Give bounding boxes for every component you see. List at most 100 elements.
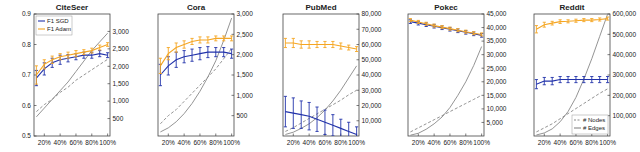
- error-bar: [448, 27, 451, 30]
- error-bar: [183, 51, 186, 63]
- panel-title: Pokec: [434, 3, 458, 12]
- y2-tick: [232, 14, 235, 15]
- panel: Pokec20%40%60%80%100%5,00010,00015,00020…: [408, 3, 507, 146]
- y2-tick: [608, 75, 611, 76]
- plot-area: [35, 33, 109, 117]
- error-bar: [230, 36, 233, 41]
- error-bar: [551, 21, 554, 25]
- y2-tick: [357, 44, 360, 45]
- error-bar: [551, 77, 554, 84]
- error-bar: [535, 80, 538, 89]
- y2-tick: [608, 95, 611, 96]
- series-line: [160, 38, 231, 65]
- legend-swatch: [574, 119, 581, 120]
- x-tick: [481, 134, 482, 137]
- error-bar: [574, 19, 577, 22]
- plot-area: [535, 14, 609, 135]
- error-bar: [323, 41, 326, 47]
- x-tick-label: 40%: [428, 139, 441, 146]
- series-line: [536, 80, 607, 85]
- error-bar: [98, 51, 101, 57]
- legend-swatch: [38, 28, 45, 29]
- y2-tick: [357, 59, 360, 60]
- y2-tick-label: 10,000: [487, 105, 507, 112]
- error-bar: [480, 33, 483, 36]
- error-bar: [43, 60, 46, 69]
- y2-tick-label: 80,000: [362, 10, 382, 17]
- series-line: [285, 112, 356, 135]
- x-tick-label: 20%: [538, 139, 551, 146]
- y2-tick-label: 2,500: [237, 31, 254, 38]
- error-bar: [582, 77, 585, 83]
- error-bar: [66, 52, 69, 58]
- y2-tick-label: 100,000: [613, 112, 637, 119]
- error-bar: [214, 36, 217, 41]
- error-bar: [74, 51, 77, 57]
- x-tick: [449, 134, 450, 137]
- y2-tick-label: 3,000: [113, 28, 130, 35]
- y2-tick-label: 20,000: [487, 78, 507, 85]
- y2-tick-label: 40,000: [362, 71, 382, 78]
- x-tick: [293, 134, 294, 137]
- error-bar: [106, 43, 109, 47]
- legend-swatch: [574, 127, 581, 128]
- y2-tick: [357, 14, 360, 15]
- x-tick: [309, 134, 310, 137]
- y2-tick-label: 70,000: [362, 26, 382, 33]
- error-bar: [206, 37, 209, 43]
- error-bar: [472, 32, 475, 35]
- x-tick: [231, 134, 232, 137]
- x-tick: [560, 134, 561, 137]
- error-bar: [308, 102, 311, 129]
- y2-tick: [108, 66, 111, 67]
- series-line: [36, 45, 107, 76]
- panel-title: Cora: [187, 3, 206, 12]
- y2-tick: [108, 118, 111, 119]
- error-bar: [535, 26, 538, 33]
- legend-box: [572, 115, 608, 134]
- y2-tick: [108, 48, 111, 49]
- error-bar: [167, 48, 170, 60]
- legend-label: F1 Adam: [47, 26, 71, 32]
- x-tick-label: 60%: [569, 139, 582, 146]
- error-bar: [190, 49, 193, 61]
- error-bar: [214, 48, 217, 57]
- plot-frame: [283, 14, 359, 136]
- error-bar: [590, 19, 593, 22]
- x-tick-label: 60%: [443, 139, 456, 146]
- x-tick: [465, 134, 466, 137]
- y2-tick-label: 2,500: [113, 45, 130, 52]
- plot-frame: [534, 14, 610, 136]
- x-tick-label: 80%: [459, 139, 472, 146]
- plot-area: [409, 19, 483, 136]
- x-tick-label: 60%: [69, 139, 82, 146]
- error-bar: [230, 49, 233, 58]
- x-tick: [199, 134, 200, 137]
- error-bar: [347, 45, 350, 50]
- plot-area: [284, 38, 358, 136]
- error-bar: [59, 54, 62, 60]
- y2-tick: [482, 95, 485, 96]
- error-bar: [543, 22, 546, 27]
- y2-tick-label: 600,000: [613, 10, 637, 17]
- error-bar: [51, 56, 54, 63]
- error-bar: [308, 41, 311, 48]
- legend-label: F1 SGD: [47, 18, 69, 24]
- y2-tick-label: 2,000: [113, 63, 130, 70]
- error-bar: [464, 30, 467, 33]
- error-bar: [417, 20, 420, 23]
- y2-tick-label: 300,000: [613, 71, 637, 78]
- y2-tick-label: 400,000: [613, 51, 637, 58]
- panel: Reddit20%40%60%80%100%100,000200,000300,…: [534, 3, 636, 146]
- y2-tick: [357, 75, 360, 76]
- figure: CiteSeer20%40%60%80%100%0.50.60.70.80.95…: [0, 0, 640, 152]
- error-bar: [559, 77, 562, 83]
- error-bar: [433, 24, 436, 27]
- y2-tick: [108, 83, 111, 84]
- series-line: [36, 33, 107, 117]
- y2-tick: [232, 75, 235, 76]
- legend-label: # Edges: [583, 125, 605, 131]
- error-bar: [425, 22, 428, 25]
- error-bar: [574, 77, 577, 83]
- y2-tick-label: 40,000: [487, 24, 507, 31]
